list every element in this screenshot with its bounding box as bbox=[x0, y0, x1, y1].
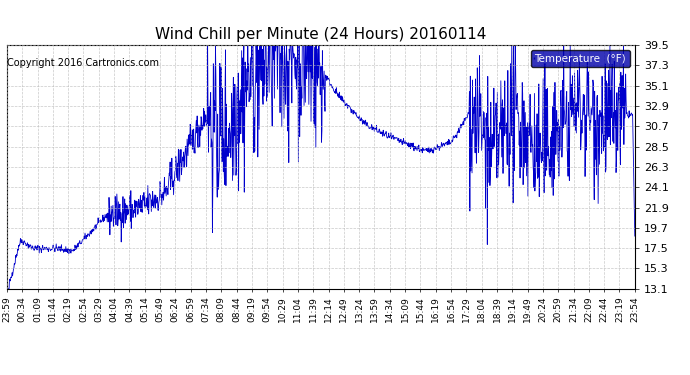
Text: Copyright 2016 Cartronics.com: Copyright 2016 Cartronics.com bbox=[7, 58, 159, 68]
Legend: Temperature  (°F): Temperature (°F) bbox=[531, 50, 629, 68]
Title: Wind Chill per Minute (24 Hours) 20160114: Wind Chill per Minute (24 Hours) 2016011… bbox=[155, 27, 486, 42]
